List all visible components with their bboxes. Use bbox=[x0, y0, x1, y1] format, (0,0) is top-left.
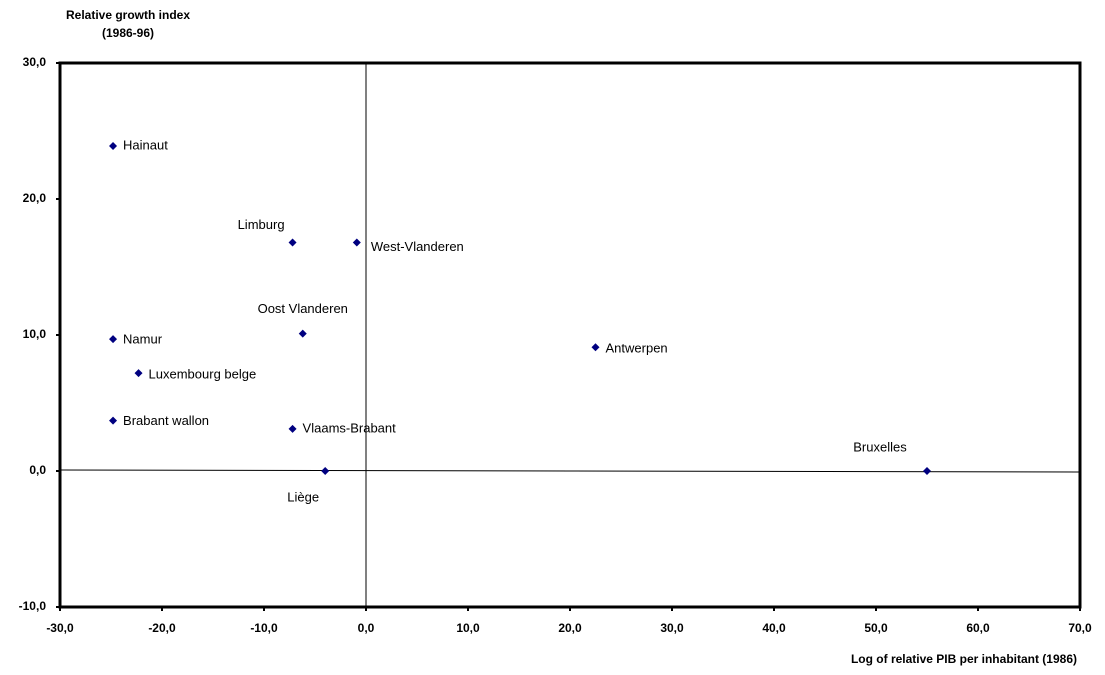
plot-frame bbox=[58, 61, 1082, 609]
y-tick-label: 20,0 bbox=[23, 191, 47, 205]
point bbox=[109, 335, 118, 344]
x-tick-label: -20,0 bbox=[148, 621, 176, 635]
point bbox=[298, 329, 307, 338]
x-tick-label: 10,0 bbox=[456, 621, 480, 635]
point-label: Namur bbox=[123, 332, 163, 347]
point-label: Limburg bbox=[238, 217, 285, 232]
point-label: Vlaams-Brabant bbox=[303, 420, 397, 435]
x-tick-label: 50,0 bbox=[864, 621, 888, 635]
point bbox=[288, 238, 297, 247]
point bbox=[134, 369, 143, 378]
zero-line bbox=[59, 469, 1081, 473]
x-tick-label: 0,0 bbox=[358, 621, 375, 635]
point-label: Hainaut bbox=[123, 137, 168, 152]
point bbox=[352, 238, 361, 247]
y-axis-title: Relative growth index bbox=[66, 8, 190, 22]
point-label: West-Vlanderen bbox=[371, 239, 464, 254]
point bbox=[591, 343, 600, 352]
point-label: Bruxelles bbox=[853, 439, 907, 454]
x-tick-label: 60,0 bbox=[966, 621, 990, 635]
y-tick-label: -10,0 bbox=[19, 599, 47, 613]
x-tick-label: -10,0 bbox=[250, 621, 278, 635]
point bbox=[109, 141, 118, 150]
point bbox=[288, 424, 297, 433]
x-tick-label: -30,0 bbox=[46, 621, 74, 635]
y-tick-label: 0,0 bbox=[29, 463, 46, 477]
y-axis-title: (1986-96) bbox=[102, 26, 154, 40]
y-tick-label: 10,0 bbox=[23, 327, 47, 341]
point bbox=[109, 416, 118, 425]
x-axis-title: Log of relative PIB per inhabitant (1986… bbox=[851, 652, 1077, 666]
point bbox=[923, 467, 931, 475]
y-tick-label: 30,0 bbox=[23, 55, 47, 69]
x-tick-label: 30,0 bbox=[660, 621, 684, 635]
x-tick-label: 70,0 bbox=[1068, 621, 1092, 635]
point-label: Oost Vlanderen bbox=[258, 301, 348, 316]
point-label: Liège bbox=[287, 489, 319, 504]
x-tick-label: 40,0 bbox=[762, 621, 786, 635]
x-tick-label: 20,0 bbox=[558, 621, 582, 635]
point-label: Luxembourg belge bbox=[149, 367, 257, 382]
point-label: Brabant wallon bbox=[123, 413, 209, 428]
point-label: Antwerpen bbox=[606, 341, 668, 356]
point bbox=[321, 467, 330, 475]
